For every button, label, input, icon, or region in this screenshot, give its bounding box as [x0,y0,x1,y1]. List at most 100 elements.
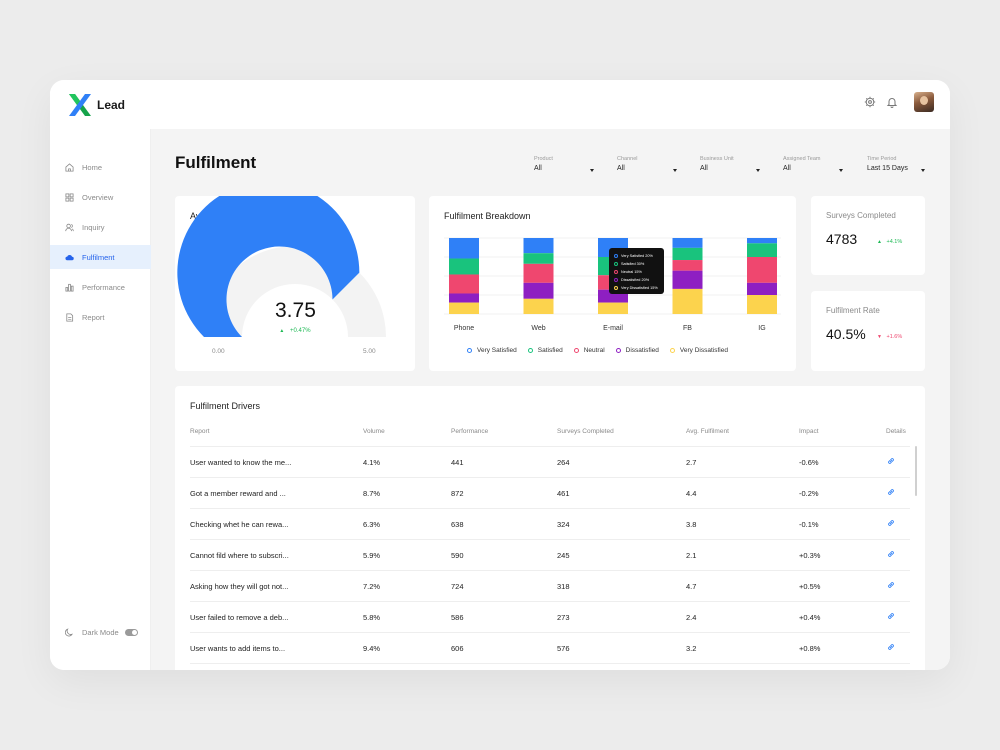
link-icon[interactable] [887,643,895,651]
gauge-min-label: 0.00 [212,348,225,355]
stat-change-value: +4.1% [886,239,903,245]
legend-marker [614,270,618,274]
legend-label: Satisfied [537,347,563,354]
sidebar-item-label: Report [82,312,105,322]
table-row[interactable]: Got a member reward and ... 8.7% 872 461 4.4… [190,478,910,509]
link-icon[interactable] [887,612,895,620]
bar-segment[interactable] [747,257,777,283]
chevron-down-icon [921,169,925,172]
cell-performance: 724 [451,582,464,591]
legend-item[interactable]: Dissatisfied [615,347,659,354]
sidebar-item-inquiry[interactable]: Inquiry [50,215,151,239]
bar-segment[interactable] [523,298,554,314]
logo[interactable]: Lead [66,92,125,118]
table-row[interactable]: Asking how they will got not... 7.2% 724 31… [190,571,910,602]
dark-mode-toggle[interactable] [124,629,138,636]
table-row[interactable]: User wants to add items to... 9.4% 606 576 3… [190,633,910,664]
cell-surveys-completed: 461 [557,489,570,498]
bar-segment[interactable] [449,302,479,314]
dark-mode-switch[interactable]: Dark Mode [65,628,138,637]
bar-segment[interactable] [672,288,703,314]
chevron-down-icon [673,169,677,172]
link-icon[interactable] [887,550,895,558]
legend-item[interactable]: Very Satisfied [467,347,517,354]
filter-assigned-team[interactable]: Assigned Team All [783,156,843,172]
column-header-avg-fulfilment[interactable]: Avg. Fulfilment [686,428,729,435]
sidebar-item-overview[interactable]: Overview [50,185,151,209]
legend-marker [527,348,533,353]
legend-marker [467,348,472,353]
bar-segment[interactable] [523,282,554,299]
bar-segment[interactable] [523,263,554,283]
legend-marker [614,278,618,282]
sidebar: Home Overview Inquiry Fulfilment Perform… [50,129,151,670]
gear-icon[interactable] [864,96,876,108]
legend-marker [614,286,618,290]
tooltip-row: Dissatisfied 20% [614,276,659,284]
bar-segment[interactable] [598,302,628,314]
table-row[interactable]: Cannot fild where to subscri... 5.9% 590 24… [190,540,910,571]
bar-segment[interactable] [747,243,777,257]
avatar[interactable] [914,92,934,112]
link-icon[interactable] [887,581,895,589]
bar-segment[interactable] [449,238,479,259]
link-icon[interactable] [887,488,895,496]
filter-product[interactable]: Product All [534,156,594,172]
cell-avg-fulfilment: 3.2 [686,644,697,653]
table-row[interactable]: Checking whet he can rewa... 6.3% 638 324 3.… [190,509,910,540]
app-name: Lead [97,98,126,112]
sidebar-item-home[interactable]: Home [50,155,151,179]
bar-segment[interactable] [747,282,777,295]
filter-channel[interactable]: Channel All [617,156,677,172]
cell-volume: 4.1% [363,458,381,467]
link-icon[interactable] [887,519,895,527]
column-header-report[interactable]: Report [190,428,210,435]
filter-label: Channel [617,156,638,162]
table-row[interactable]: User failed to remove a deb... 5.8% 586 273… [190,602,910,633]
column-header-impact[interactable]: Impact [799,428,819,435]
legend-item[interactable]: Neutral [573,347,605,354]
bar-segment[interactable] [449,258,479,275]
bar-segment[interactable] [747,238,777,244]
column-header-volume[interactable]: Volume [363,428,385,435]
sidebar-item-performance[interactable]: Performance [50,275,151,299]
cell-impact: -0.6% [799,458,819,467]
cell-report: User wants to add items to... [190,644,286,653]
filter-time-period[interactable]: Time Period Last 15 Days [867,156,925,172]
table-row[interactable]: User wanted to know the me... 4.1% 441 264 2… [190,447,910,478]
bar-segment[interactable] [449,293,479,303]
column-header-surveys-completed[interactable]: Surveys Completed [557,428,614,435]
cloud-icon [65,254,74,260]
bell-icon[interactable] [886,96,898,108]
legend-label: Dissatisfied [625,347,659,354]
fulfilment-drivers-card: Fulfilment Drivers Report Volume Perform… [175,386,925,670]
tooltip-row: Very Dissatisfied 15% [614,284,659,292]
bar-segment[interactable] [747,295,777,314]
table-scrollbar[interactable] [915,446,917,496]
bar-segment[interactable] [672,247,703,261]
legend-item[interactable]: Very Dissatisfied [669,347,728,354]
cell-avg-fulfilment: 2.7 [686,458,697,467]
bar-segment[interactable] [523,253,554,264]
gauge-change-value: +0.47% [290,328,311,334]
cell-surveys-completed: 245 [557,551,570,560]
cell-impact: +0.8% [799,644,821,653]
legend-item[interactable]: Satisfied [527,347,563,354]
arrow-up-icon: ▲ [877,239,882,245]
column-header-performance[interactable]: Performance [451,428,489,435]
bar-segment[interactable] [672,260,703,271]
legend-label: Neutral [583,347,605,354]
bar-segment[interactable] [672,238,703,248]
tooltip-row: Very Satisfied 20% [614,252,659,260]
cell-performance: 441 [451,458,464,467]
bar-segment[interactable] [672,270,703,289]
link-icon[interactable] [887,457,895,465]
arrow-down-icon: ▼ [877,334,882,340]
filter-business-unit[interactable]: Business Unit All [700,156,760,172]
sidebar-item-report[interactable]: Report [50,305,151,329]
legend-marker [669,348,675,353]
bar-segment[interactable] [523,238,554,254]
cell-surveys-completed: 324 [557,520,570,529]
bar-segment[interactable] [449,274,479,294]
sidebar-item-fulfilment[interactable]: Fulfilment [50,245,151,269]
